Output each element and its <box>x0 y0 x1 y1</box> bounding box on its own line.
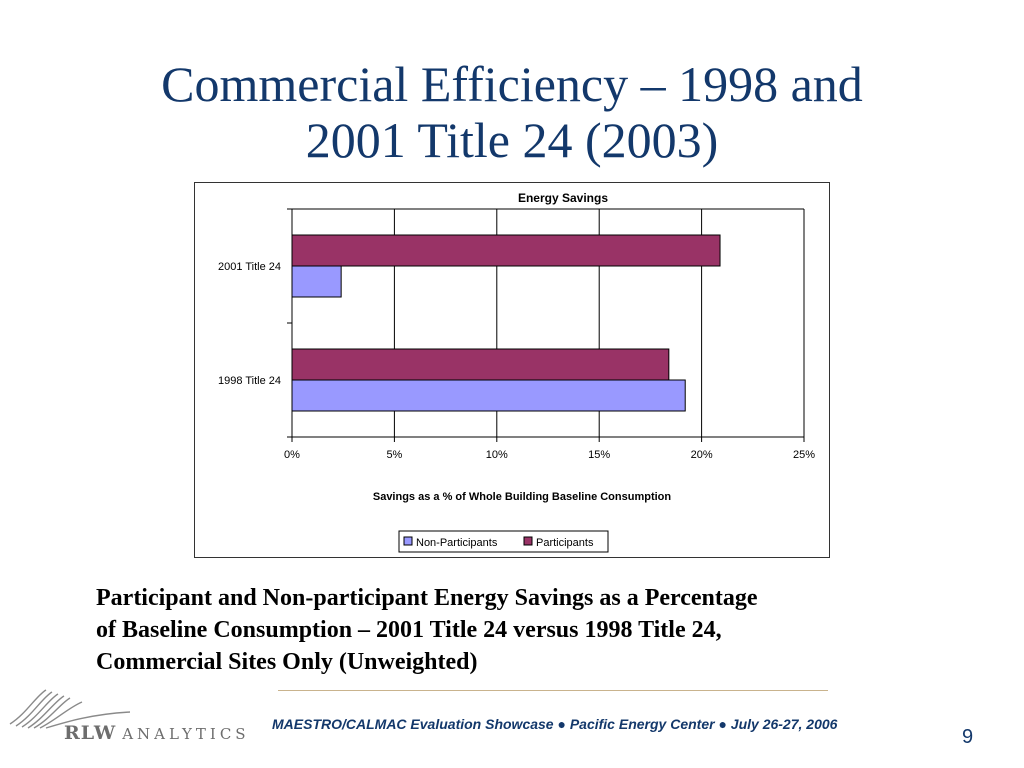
bar-non-participants <box>291 379 686 412</box>
x-tick-label: 5% <box>386 449 402 461</box>
legend-box <box>398 530 609 553</box>
y-tick-label: 2001 Title 24 <box>218 261 281 273</box>
y-tick-label: 1998 Title 24 <box>218 375 281 387</box>
x-tick-label: 25% <box>793 449 815 461</box>
caption-line-1: Participant and Non-participant Energy S… <box>96 585 758 611</box>
logo-text-analytics: ANALYTICS <box>122 725 250 743</box>
page-number: 9 <box>962 726 974 748</box>
x-tick-label: 10% <box>486 449 508 461</box>
rlw-analytics-logo: RLW ANALYTICS <box>6 686 246 756</box>
bar-participants <box>291 234 721 267</box>
chart-title: Energy Savings <box>518 191 608 205</box>
slide-title: Commercial Efficiency – 1998 and 2001 Ti… <box>0 56 1024 168</box>
legend-swatch <box>523 536 533 546</box>
chart-frame: Energy Savings 0% 5% 10% 15% 20% 25% 2001 Title… <box>194 182 830 558</box>
slide-title-line-2: 2001 Title 24 (2003) <box>305 112 719 168</box>
x-tick-label: 20% <box>691 449 713 461</box>
bar-participants <box>291 348 670 381</box>
chart-caption: Participant and Non-participant Energy S… <box>96 582 956 678</box>
legend-label: Participants <box>536 537 594 549</box>
footer-text: MAESTRO/CALMAC Evaluation Showcase ● Pac… <box>272 716 838 732</box>
x-tick-label: 15% <box>588 449 610 461</box>
energy-savings-chart: Energy Savings 0% 5% 10% 15% 20% 25% 2001 Title… <box>218 191 815 553</box>
logo-text-rlw: RLW <box>64 722 117 744</box>
slide-title-line-1: Commercial Efficiency – 1998 and <box>161 56 863 112</box>
footer-divider <box>278 690 828 691</box>
logo-wordmark: RLW ANALYTICS <box>64 722 250 744</box>
caption-line-2: of Baseline Consumption – 2001 Title 24 … <box>96 617 722 643</box>
caption-line-3: Commercial Sites Only (Unweighted) <box>96 649 478 675</box>
x-axis-label: Savings as a % of Whole Building Baselin… <box>373 491 672 503</box>
legend-label: Non-Participants <box>416 537 498 549</box>
logo-swoosh-icon <box>9 689 131 729</box>
bar-non-participants <box>291 265 342 298</box>
legend-swatch <box>403 536 413 546</box>
x-tick-label: 0% <box>284 449 300 461</box>
